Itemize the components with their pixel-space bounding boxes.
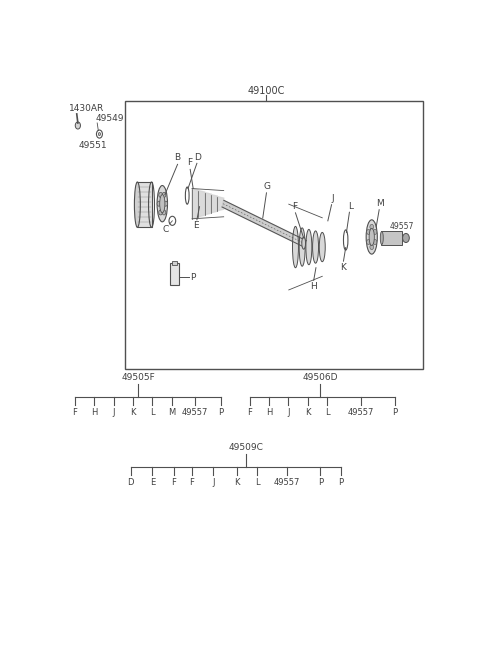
Text: L: L — [325, 409, 329, 417]
Text: 49100C: 49100C — [248, 86, 285, 96]
Text: H: H — [91, 409, 97, 417]
Text: F: F — [189, 478, 194, 487]
Ellipse shape — [319, 233, 325, 262]
Ellipse shape — [292, 227, 299, 268]
Ellipse shape — [369, 229, 374, 246]
Text: 49557: 49557 — [389, 222, 414, 231]
Polygon shape — [192, 189, 198, 219]
Text: 49557: 49557 — [348, 409, 374, 417]
Text: F: F — [187, 159, 192, 168]
Text: J: J — [112, 409, 115, 417]
Text: C: C — [163, 225, 169, 234]
Ellipse shape — [185, 187, 189, 204]
Text: P: P — [190, 273, 195, 282]
Ellipse shape — [160, 195, 165, 213]
Text: 49549: 49549 — [96, 115, 124, 123]
Ellipse shape — [380, 231, 383, 244]
Bar — [137, 182, 152, 227]
Ellipse shape — [302, 237, 305, 249]
Text: K: K — [305, 409, 311, 417]
Circle shape — [367, 240, 371, 244]
Circle shape — [159, 210, 163, 215]
Ellipse shape — [306, 229, 312, 265]
Circle shape — [162, 210, 166, 215]
Circle shape — [370, 244, 373, 250]
Ellipse shape — [344, 230, 348, 250]
Text: F: F — [171, 478, 176, 487]
Ellipse shape — [299, 228, 305, 266]
Text: 49557: 49557 — [274, 478, 300, 487]
Text: H: H — [266, 409, 272, 417]
Text: 49506D: 49506D — [303, 373, 338, 383]
Text: 49557: 49557 — [181, 409, 208, 417]
Circle shape — [162, 193, 166, 197]
Text: 49505F: 49505F — [121, 373, 155, 383]
Text: G: G — [264, 182, 271, 191]
Text: H: H — [311, 282, 317, 291]
Circle shape — [75, 122, 81, 129]
Text: D: D — [127, 478, 134, 487]
Bar — [381, 231, 402, 244]
Circle shape — [373, 240, 377, 244]
Text: J: J — [331, 194, 334, 203]
Ellipse shape — [312, 231, 319, 263]
Text: J: J — [287, 409, 289, 417]
Text: E: E — [150, 478, 155, 487]
Circle shape — [370, 225, 373, 229]
Polygon shape — [204, 193, 211, 215]
Text: K: K — [234, 478, 240, 487]
Text: 49509C: 49509C — [228, 443, 264, 452]
Text: L: L — [255, 478, 260, 487]
Text: L: L — [150, 409, 155, 417]
Ellipse shape — [134, 182, 140, 227]
Ellipse shape — [157, 185, 168, 222]
Text: M: M — [376, 199, 384, 208]
Text: J: J — [212, 478, 215, 487]
Text: F: F — [247, 409, 252, 417]
Ellipse shape — [366, 220, 377, 254]
Circle shape — [367, 229, 371, 234]
Bar — [170, 263, 180, 286]
Circle shape — [403, 233, 409, 242]
Bar — [125, 102, 423, 369]
Circle shape — [159, 193, 163, 197]
Circle shape — [157, 201, 161, 206]
Circle shape — [169, 216, 176, 225]
Polygon shape — [198, 191, 204, 217]
Text: P: P — [392, 409, 397, 417]
Text: L: L — [348, 202, 353, 211]
Polygon shape — [211, 195, 217, 213]
Circle shape — [373, 229, 377, 234]
Text: K: K — [340, 263, 347, 272]
Text: 49551: 49551 — [79, 141, 107, 150]
Text: M: M — [168, 409, 175, 417]
Text: P: P — [218, 409, 223, 417]
Text: D: D — [194, 153, 201, 162]
Text: P: P — [338, 478, 343, 487]
Text: K: K — [130, 409, 136, 417]
Circle shape — [98, 132, 100, 136]
Circle shape — [96, 130, 102, 138]
Text: 1430AR: 1430AR — [69, 104, 105, 113]
Polygon shape — [222, 200, 306, 248]
Text: E: E — [193, 221, 199, 230]
Circle shape — [164, 201, 168, 206]
Text: P: P — [318, 478, 323, 487]
Text: F: F — [72, 409, 77, 417]
Polygon shape — [217, 196, 224, 211]
Bar — [172, 261, 177, 265]
Text: B: B — [175, 153, 180, 162]
Text: F: F — [292, 202, 297, 211]
